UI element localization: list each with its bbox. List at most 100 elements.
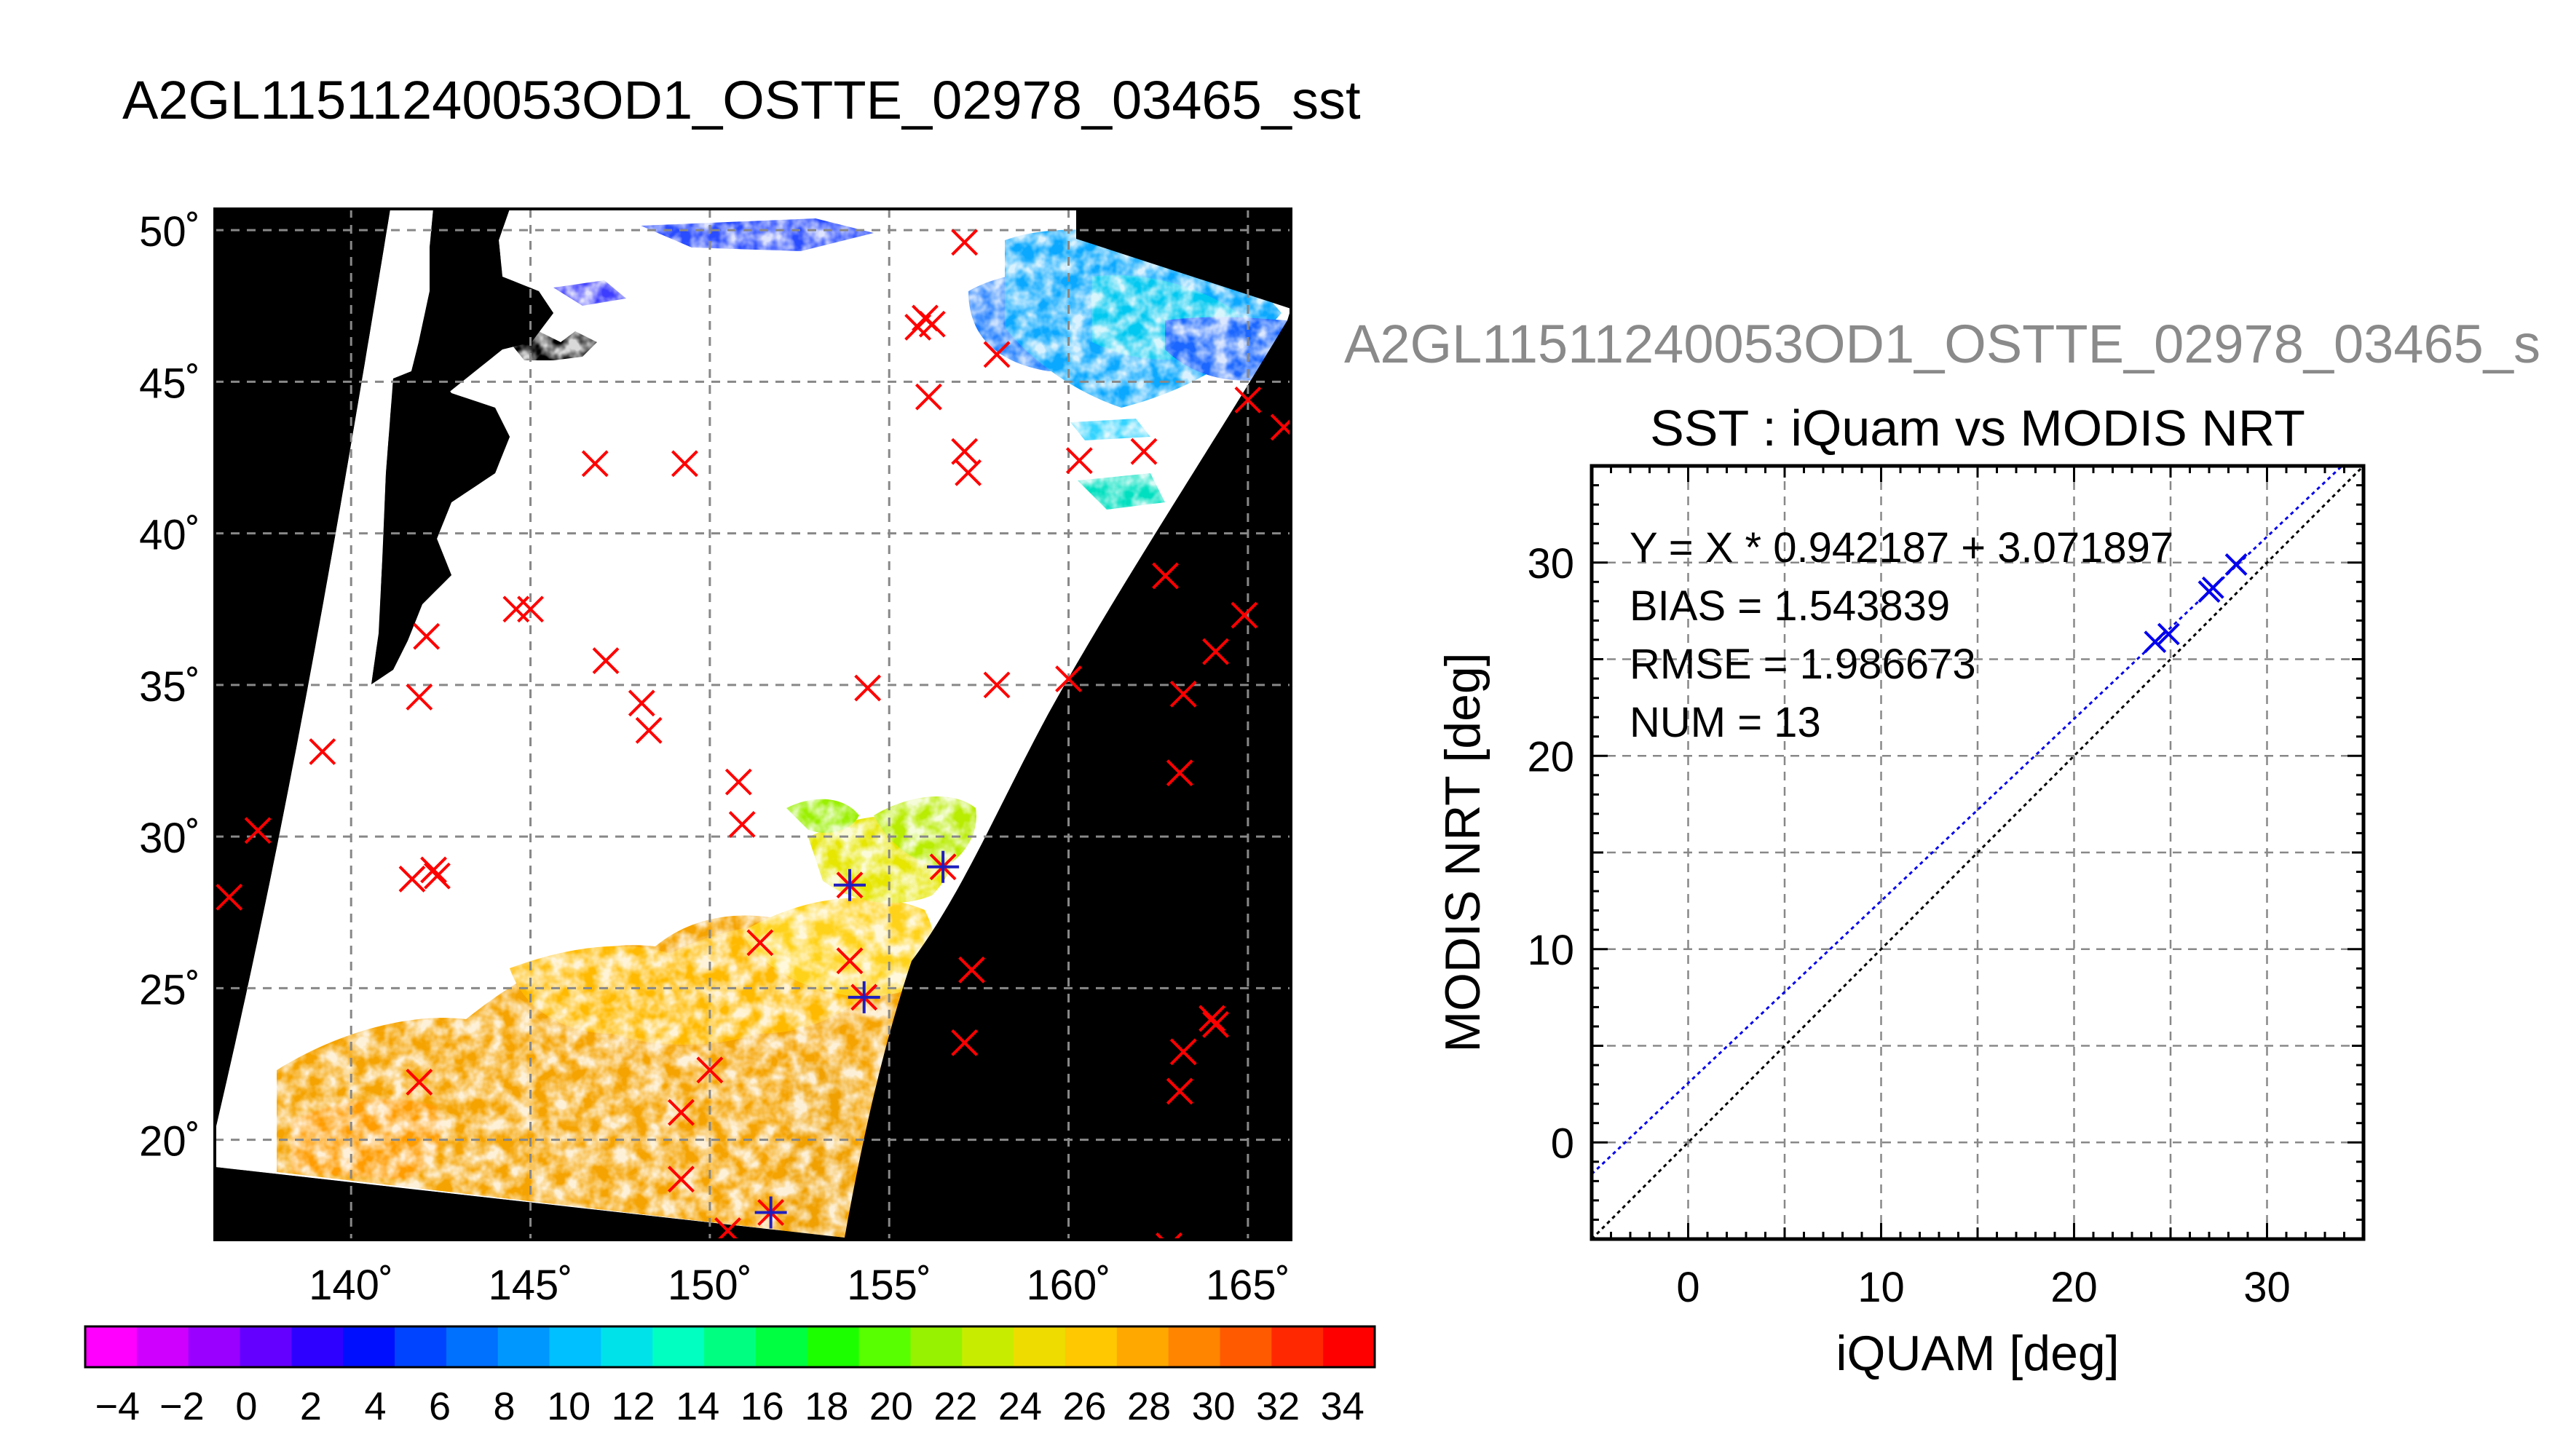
map-lon-label: 145˚ bbox=[488, 1262, 572, 1309]
land-hokkaido-top bbox=[408, 209, 553, 408]
map-lat-label: 35˚ bbox=[139, 663, 200, 711]
iquam-marker bbox=[951, 229, 979, 256]
iquam-marker bbox=[1166, 1077, 1193, 1105]
map-frame bbox=[213, 207, 1292, 1241]
colorbar-label: 2 bbox=[300, 1385, 322, 1428]
matchup-marker bbox=[754, 1196, 787, 1229]
iquam-marker bbox=[581, 450, 609, 478]
iquam-marker bbox=[406, 684, 433, 711]
iquam-marker bbox=[1231, 601, 1258, 629]
colorbar-swatch bbox=[1168, 1326, 1221, 1367]
iquam-marker bbox=[592, 647, 620, 674]
iquam-marker bbox=[502, 596, 530, 623]
iquam-marker bbox=[1270, 414, 1291, 441]
iquam-marker bbox=[1055, 665, 1082, 692]
iquam-marker bbox=[836, 947, 864, 975]
colorbar-swatch bbox=[858, 1326, 912, 1367]
colorbar-swatch bbox=[291, 1326, 344, 1367]
map-axis-labels: 50˚ 45˚ 40˚ 35˚ 30˚ 25˚ 20˚ 140˚ 145˚ 150˚ 155˚ 160… bbox=[139, 208, 1290, 1309]
iquam-marker bbox=[635, 716, 663, 744]
map-plot-area bbox=[215, 209, 1291, 1240]
main-title: A2GL11511240053OD1_OSTTE_02978_03465_sst bbox=[122, 70, 1361, 130]
iquam-marker bbox=[424, 862, 451, 890]
iquam-marker bbox=[628, 689, 655, 717]
iquam-marker bbox=[951, 1029, 979, 1056]
iquam-marker bbox=[918, 310, 946, 338]
iquam-marker bbox=[983, 671, 1011, 699]
colorbar-swatch bbox=[910, 1326, 963, 1367]
iquam-marker bbox=[1166, 759, 1193, 787]
map-grid bbox=[215, 209, 1291, 1240]
colorbar-label: −2 bbox=[159, 1385, 205, 1428]
colorbar-label: 32 bbox=[1256, 1385, 1300, 1428]
colorbar-swatch bbox=[446, 1326, 499, 1367]
colorbar: −4 −2 0 2 4 6 8 10 12 14 16 18 20 22 24 26 28 30 32 34 bbox=[84, 1325, 1376, 1428]
map-lat-label: 25˚ bbox=[139, 966, 200, 1013]
colorbar-label: 24 bbox=[998, 1385, 1042, 1428]
iquam-marker bbox=[668, 1099, 695, 1126]
iquam-marker bbox=[1202, 1010, 1229, 1038]
colorbar-swatch bbox=[188, 1326, 241, 1367]
iquam-marker bbox=[216, 883, 243, 911]
iquam-marker bbox=[746, 929, 774, 957]
colorbar-label: 20 bbox=[869, 1385, 913, 1428]
iquam-marker bbox=[915, 383, 942, 411]
iquam-marker bbox=[1198, 1005, 1226, 1032]
iquam-marker bbox=[854, 674, 882, 702]
colorbar-label: 22 bbox=[933, 1385, 977, 1428]
iquam-marker bbox=[1169, 680, 1197, 708]
colorbar-swatch bbox=[1220, 1326, 1272, 1367]
iquam-marker bbox=[724, 768, 752, 796]
iquam-marker bbox=[413, 622, 441, 650]
map-lat-label: 30˚ bbox=[139, 815, 200, 862]
colorbar-swatch bbox=[549, 1326, 601, 1367]
map-lon-label: 165˚ bbox=[1206, 1262, 1290, 1309]
iquam-marker bbox=[951, 438, 979, 465]
iquam-marker bbox=[406, 1069, 433, 1096]
colorbar-label: 4 bbox=[364, 1385, 386, 1428]
colorbar-label: 8 bbox=[494, 1385, 516, 1428]
scatter-caption: A2GL11511240053OD1_OSTTE_02978_03465_s bbox=[1344, 314, 2540, 374]
colorbar-label: 10 bbox=[547, 1385, 591, 1428]
colorbar-swatch bbox=[85, 1326, 138, 1367]
colorbar-label: 0 bbox=[235, 1385, 257, 1428]
colorbar-label: −4 bbox=[95, 1385, 140, 1428]
colorbar-swatch bbox=[395, 1326, 447, 1367]
map-lat-label: 40˚ bbox=[139, 512, 200, 559]
iquam-marker bbox=[244, 817, 272, 844]
colorbar-swatch bbox=[240, 1326, 292, 1367]
iquam-marker bbox=[420, 856, 447, 884]
colorbar-label: 14 bbox=[676, 1385, 719, 1428]
colorbar-swatch bbox=[601, 1326, 653, 1367]
land-honshu-top bbox=[371, 364, 510, 684]
iquam-marker bbox=[958, 956, 985, 984]
colorbar-swatch bbox=[136, 1326, 189, 1367]
iquam-marker bbox=[1202, 638, 1229, 665]
colorbar-swatch bbox=[497, 1326, 550, 1367]
colorbar-label: 34 bbox=[1321, 1385, 1365, 1428]
map-lat-label: 45˚ bbox=[139, 360, 200, 407]
iquam-marker bbox=[398, 865, 426, 893]
iquam-marker bbox=[955, 459, 982, 486]
colorbar-swatch bbox=[1271, 1326, 1324, 1367]
colorbar-label: 18 bbox=[805, 1385, 848, 1428]
colorbar-swatch bbox=[962, 1326, 1014, 1367]
iquam-marker bbox=[668, 1166, 695, 1193]
map-lat-label: 20˚ bbox=[139, 1118, 200, 1166]
colorbar-swatch bbox=[652, 1326, 705, 1367]
iquam-marker bbox=[1152, 562, 1179, 590]
outside-swath-left bbox=[215, 209, 390, 1132]
colorbar-label: 16 bbox=[741, 1385, 784, 1428]
map-lon-label: 155˚ bbox=[847, 1262, 931, 1309]
colorbar-swatch bbox=[755, 1326, 808, 1367]
iquam-marker bbox=[1234, 386, 1262, 414]
iquam-marker bbox=[671, 450, 698, 478]
iquam-marker bbox=[1156, 1232, 1182, 1240]
iquam-marker bbox=[1065, 447, 1093, 475]
matchup-marker bbox=[927, 850, 960, 883]
outside-swath-bottom bbox=[215, 1132, 845, 1240]
map-lon-label: 140˚ bbox=[309, 1262, 393, 1309]
matchup-marker bbox=[848, 981, 880, 1013]
